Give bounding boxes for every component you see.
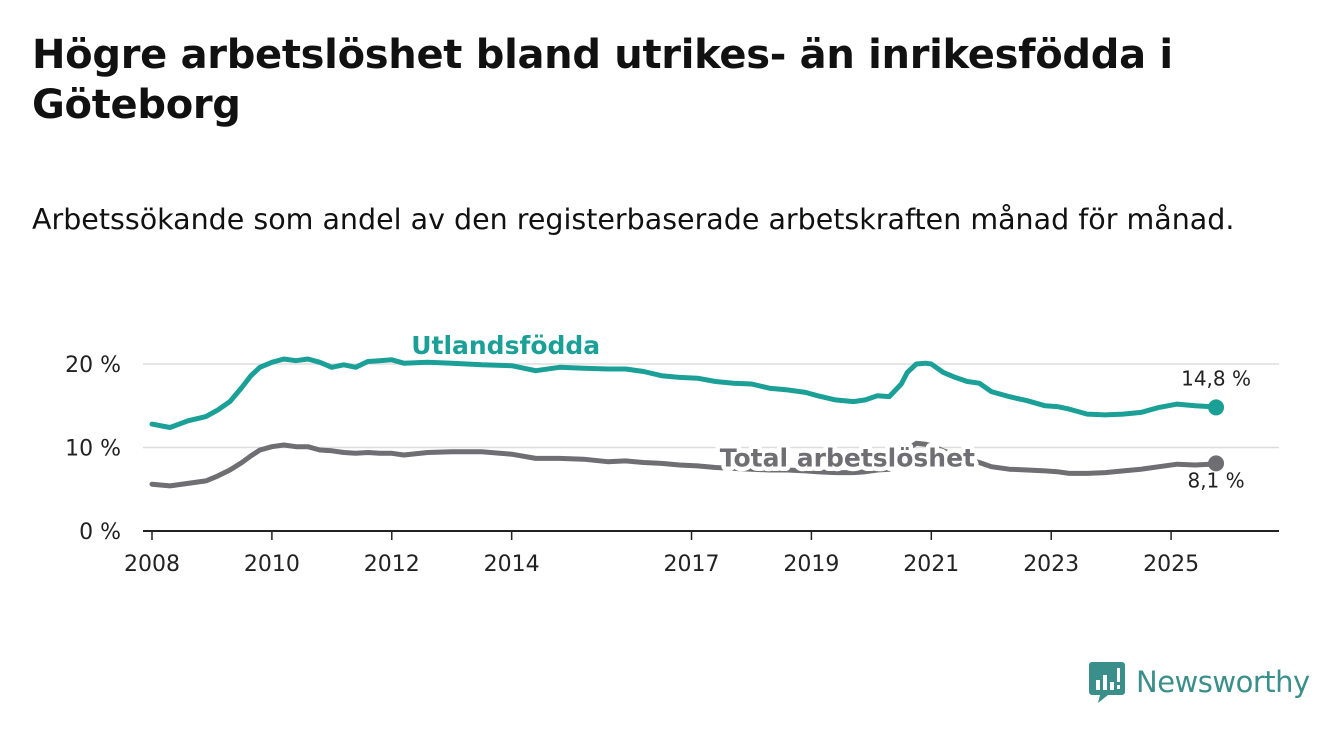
- series-end-marker: [1208, 399, 1225, 416]
- series-end-label: 14,8 %: [1181, 366, 1251, 390]
- series-end-label: 8,1 %: [1187, 468, 1244, 492]
- x-tick-label: 2021: [903, 552, 959, 577]
- chart-subtitle: Arbetssökande som andel av den registerb…: [32, 203, 1235, 236]
- newsworthy-logo-icon: [1089, 662, 1125, 703]
- x-tick-label: 2014: [484, 552, 540, 577]
- x-tick-label: 2017: [664, 552, 720, 577]
- y-tick-label: 0 %: [79, 520, 121, 545]
- x-tick-label: 2008: [124, 552, 180, 577]
- series-annotation: Utlandsfödda: [411, 331, 600, 360]
- x-tick-label: 2023: [1023, 552, 1079, 577]
- x-tick-label: 2012: [364, 552, 420, 577]
- y-tick-label: 20 %: [65, 353, 121, 378]
- x-tick-label: 2019: [783, 552, 839, 577]
- brand-name: Newsworthy: [1136, 665, 1310, 699]
- series-line-total: [149, 440, 1219, 489]
- newsworthy-logo[interactable]: Newsworthy: [1088, 660, 1310, 704]
- series-annotation: Total arbetslöshet: [720, 444, 975, 473]
- x-tick-label: 2025: [1143, 552, 1199, 577]
- chart-title: Högre arbetslöshet bland utrikes- än inr…: [32, 32, 1173, 128]
- y-tick-label: 10 %: [65, 437, 121, 462]
- series-line-utlandsfodda: [149, 356, 1219, 430]
- x-tick-label: 2010: [244, 552, 300, 577]
- series-end-marker: [1208, 455, 1225, 472]
